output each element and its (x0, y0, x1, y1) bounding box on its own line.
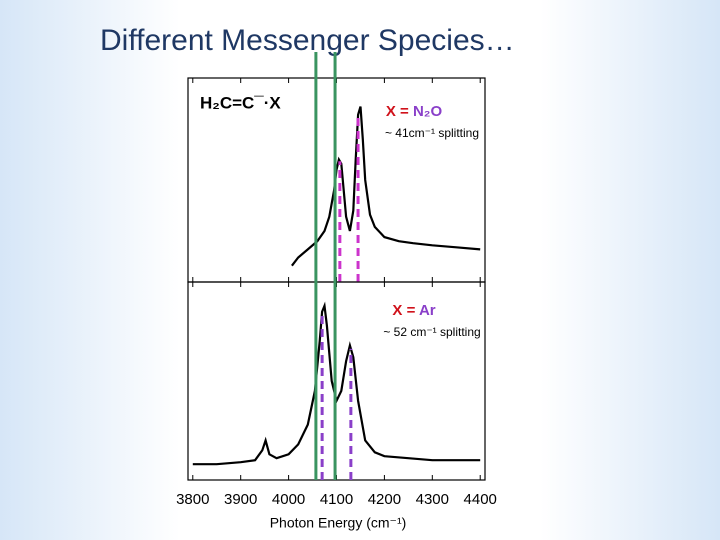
species-label: H₂C=C¯·X (200, 93, 281, 112)
splitting-label: ~ 52 cm⁻¹ splitting (383, 325, 480, 339)
messenger-name: Ar (419, 302, 436, 319)
x-tick-label: 4200 (368, 491, 401, 508)
messenger-prefix: X = (392, 302, 419, 319)
x-tick-label: 3900 (224, 491, 257, 508)
messenger-label: X = N₂O (386, 103, 443, 120)
messenger-name: N₂O (413, 103, 442, 120)
x-tick-label: 4000 (272, 491, 305, 508)
x-tick-label: 3800 (176, 491, 209, 508)
splitting-label: ~ 41cm⁻¹ splitting (385, 126, 479, 140)
x-tick-label: 4400 (464, 491, 497, 508)
messenger-prefix: X = (386, 103, 413, 120)
x-tick-label: 4300 (416, 491, 449, 508)
spectrum (192, 301, 481, 466)
x-axis-label: Photon Energy (cm⁻¹) (270, 515, 407, 531)
slide-title: Different Messenger Species… (100, 24, 515, 57)
spectrum (291, 106, 481, 267)
messenger-label: X = Ar (392, 302, 435, 319)
x-tick-label: 4100 (320, 491, 353, 508)
